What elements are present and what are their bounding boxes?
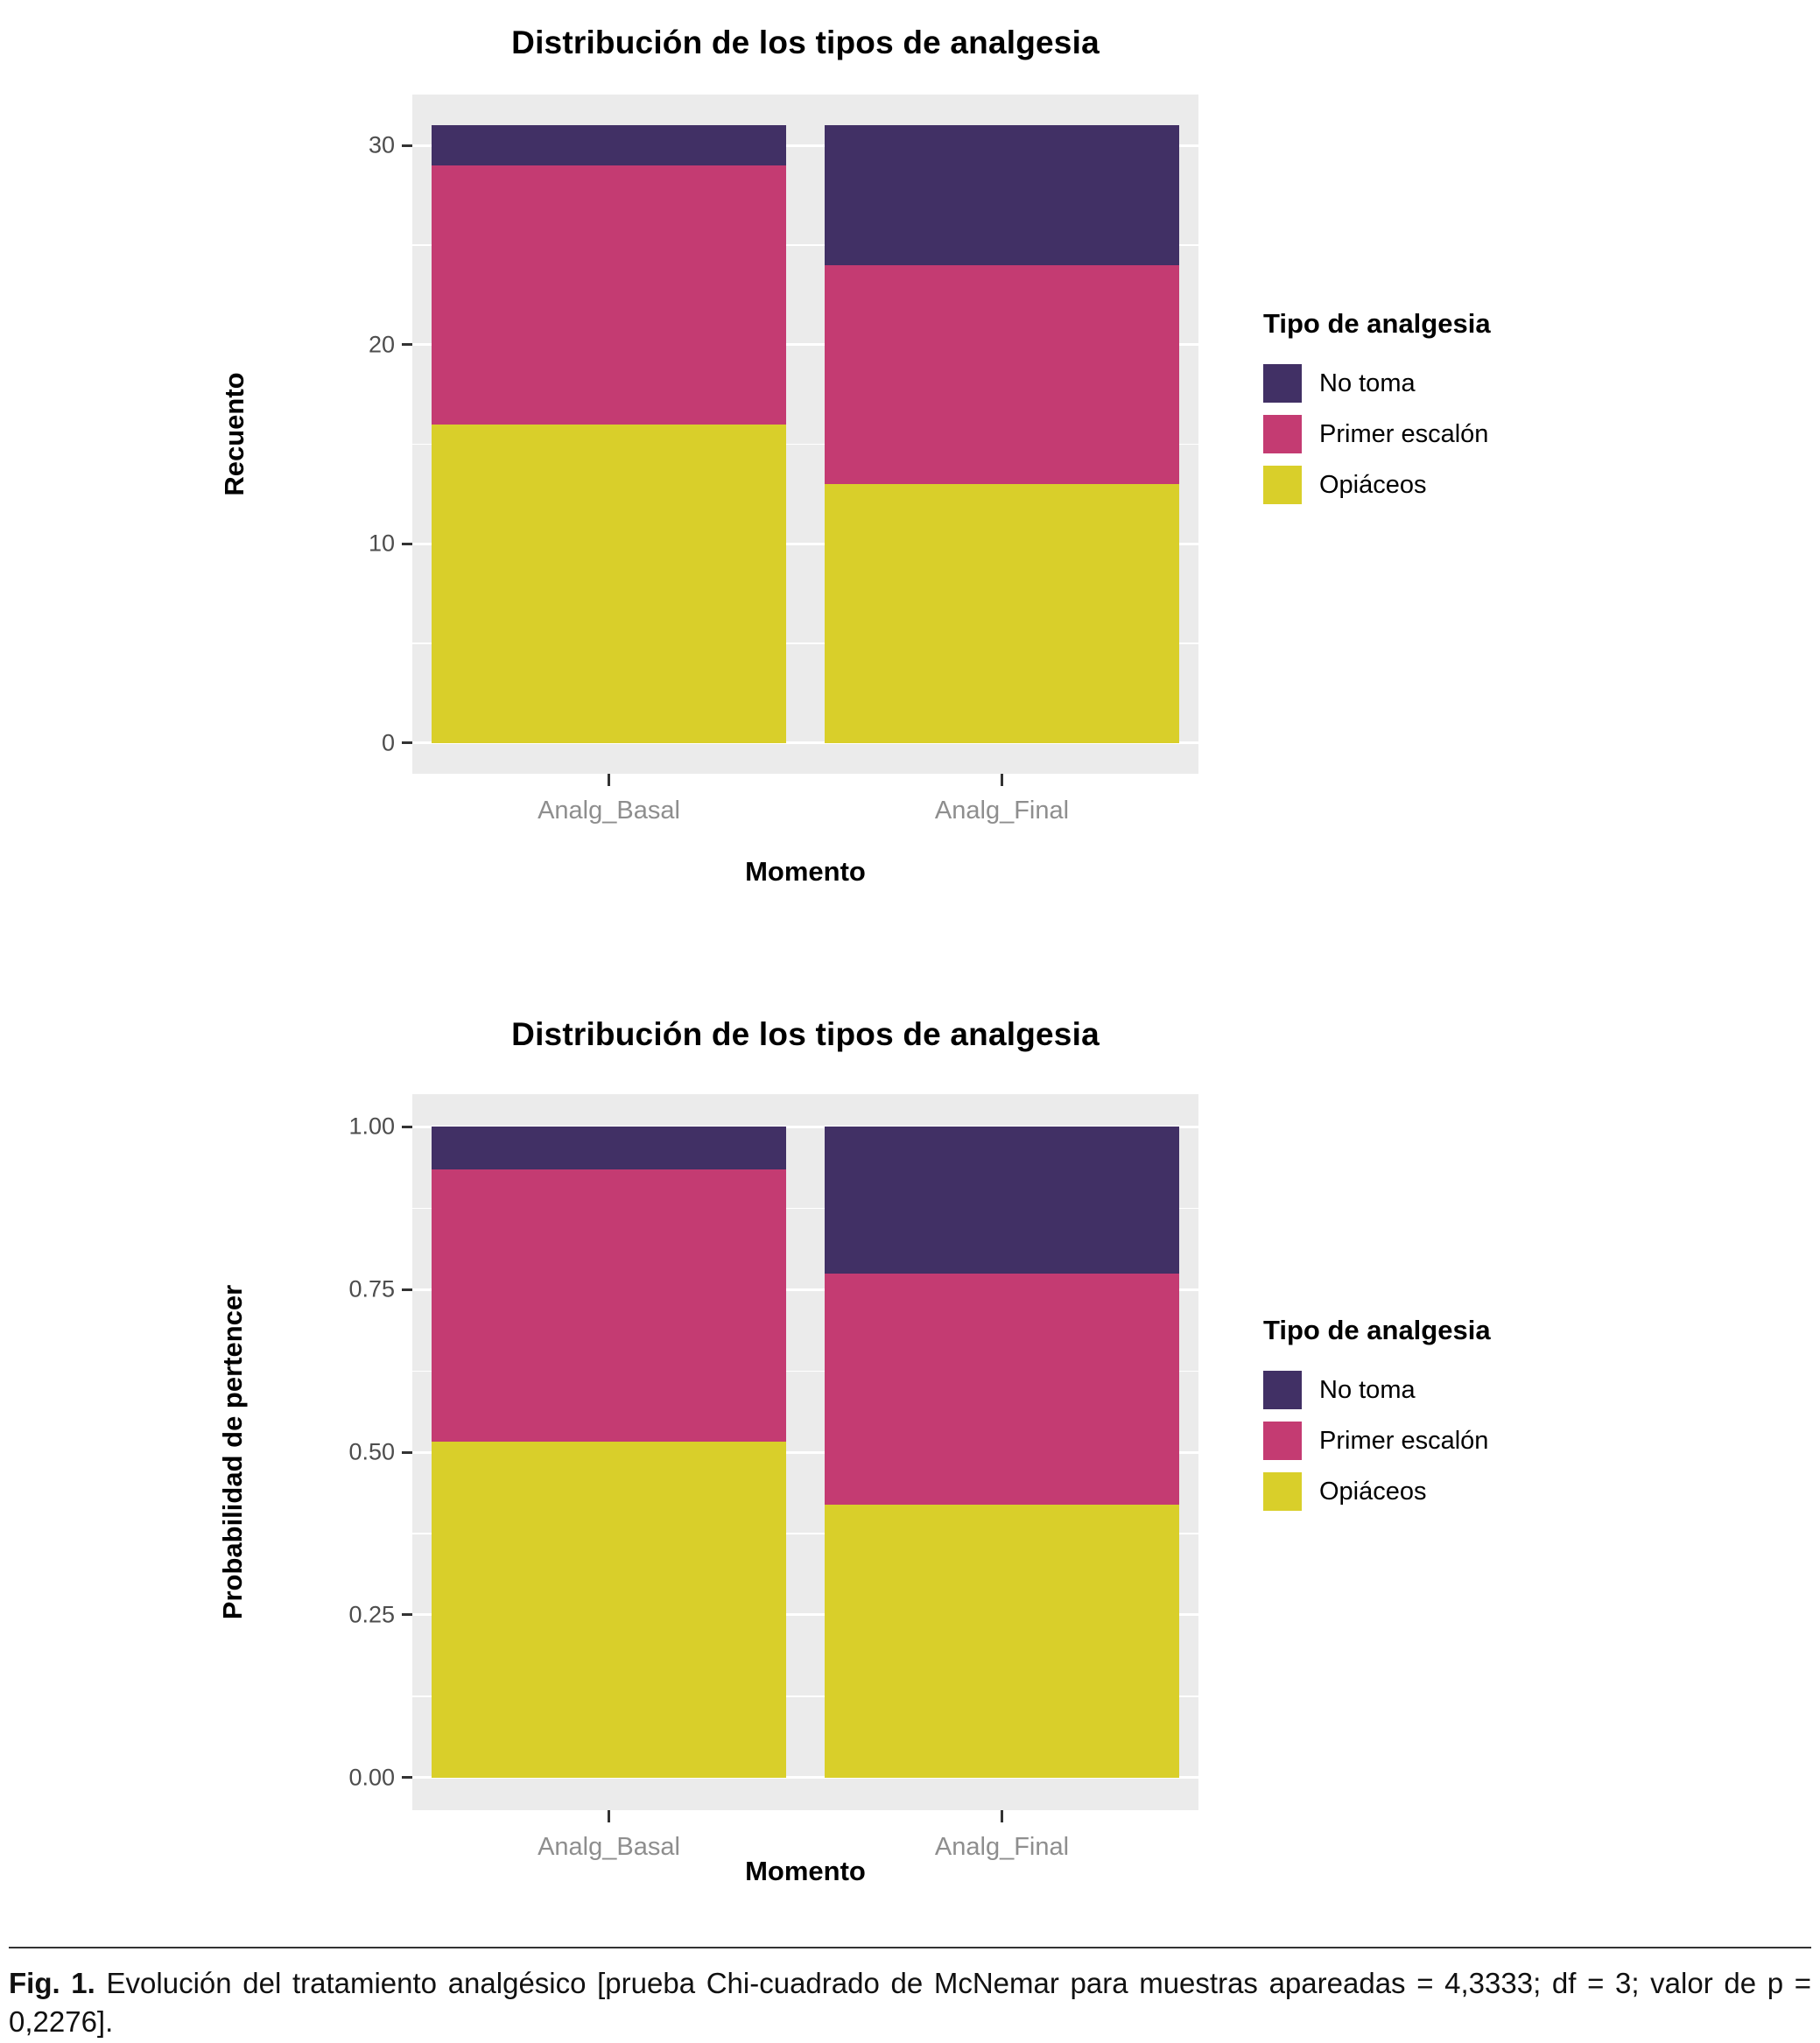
caption-label: Fig. 1.	[9, 1967, 95, 1999]
chart-title: Distribución de los tipos de analgesia	[511, 1016, 1100, 1052]
x-tick-mark	[1001, 1810, 1003, 1822]
legend-color-swatch	[1263, 364, 1302, 403]
x-tick-label: Analg_Final	[934, 1833, 1070, 1861]
legend-item-label: Primer escalón	[1319, 419, 1489, 448]
y-tick-mark	[402, 1450, 412, 1454]
bar-segment	[825, 125, 1179, 265]
y-tick-mark	[402, 1776, 412, 1780]
legend-item: Opiáceos	[1263, 1472, 1491, 1511]
x-tick-mark	[1001, 774, 1003, 786]
gridline-minor	[412, 1370, 1198, 1373]
figure-caption: Fig. 1. Evolución del tratamiento analgé…	[9, 1964, 1811, 2040]
y-tick-mark	[402, 741, 412, 745]
legend: Tipo de analgesia No toma Primer escalón O…	[1263, 308, 1491, 504]
legend-item-label: No toma	[1319, 369, 1416, 397]
caption-divider	[9, 1947, 1811, 1948]
legend-item: Primer escalón	[1263, 1422, 1491, 1460]
legend-items: No toma Primer escalón Opiáceos	[1263, 364, 1491, 504]
plot-panel	[412, 95, 1198, 774]
gridline-major	[412, 1776, 1198, 1780]
gridline-minor	[412, 443, 1198, 446]
legend-item-label: Opiáceos	[1319, 1477, 1427, 1506]
y-tick-label: 0	[381, 729, 395, 756]
y-tick-mark	[402, 1288, 412, 1291]
y-tick-mark	[402, 144, 412, 147]
x-tick-mark	[608, 1810, 610, 1822]
x-axis-title: Momento	[745, 856, 866, 887]
bar-segment	[825, 1274, 1179, 1506]
bar-segment	[432, 424, 786, 743]
gridline-major	[412, 542, 1198, 545]
bar-segment	[432, 1127, 786, 1169]
bar-segment	[432, 1169, 786, 1443]
legend-color-swatch	[1263, 1422, 1302, 1460]
y-tick-label: 0.75	[348, 1275, 395, 1302]
bar-segment	[825, 1505, 1179, 1778]
gridline-major	[412, 1613, 1198, 1617]
gridline-minor	[412, 642, 1198, 644]
legend-color-swatch	[1263, 415, 1302, 453]
x-tick-label: Analg_Basal	[538, 1833, 680, 1861]
legend-item: No toma	[1263, 1371, 1491, 1409]
gridline-major	[412, 1450, 1198, 1454]
y-tick-mark	[402, 1125, 412, 1128]
y-tick-label: 1.00	[348, 1113, 395, 1140]
legend-color-swatch	[1263, 1371, 1302, 1409]
bar-segment	[432, 165, 786, 425]
x-tick-label: Analg_Basal	[538, 797, 680, 825]
chart-title: Distribución de los tipos de analgesia	[511, 25, 1100, 60]
gridline-major	[412, 741, 1198, 745]
gridline-major	[412, 343, 1198, 347]
x-axis-title: Momento	[745, 1856, 866, 1886]
legend-item: Primer escalón	[1263, 415, 1491, 453]
plot-panel	[412, 1094, 1198, 1810]
legend-title: Tipo de analgesia	[1263, 1315, 1491, 1345]
legend-item-label: Primer escalón	[1319, 1426, 1489, 1455]
y-tick-label: 10	[368, 530, 395, 557]
y-tick-label: 20	[368, 331, 395, 358]
gridline-minor	[412, 1533, 1198, 1534]
x-tick-label: Analg_Final	[934, 797, 1070, 825]
gridline-major	[412, 1288, 1198, 1291]
legend-title: Tipo de analgesia	[1263, 308, 1491, 339]
y-tick-label: 30	[368, 131, 395, 158]
legend-item-label: Opiáceos	[1319, 470, 1427, 499]
bar-segment	[825, 264, 1179, 484]
bar-segment	[432, 1442, 786, 1778]
legend-item: Opiáceos	[1263, 466, 1491, 504]
y-tick-mark	[402, 542, 412, 545]
gridline-minor	[412, 244, 1198, 246]
legend-item-label: No toma	[1319, 1375, 1416, 1404]
y-tick-label: 0.00	[348, 1764, 395, 1791]
gridline-major	[412, 1125, 1198, 1128]
legend-items: No toma Primer escalón Opiáceos	[1263, 1371, 1491, 1511]
caption-text: Evolución del tratamiento analgésico [pr…	[9, 1967, 1812, 2038]
y-tick-label: 0.50	[348, 1438, 395, 1465]
legend-item: No toma	[1263, 364, 1491, 403]
gridline-major	[412, 144, 1198, 147]
y-tick-label: 0.25	[348, 1601, 395, 1628]
y-tick-mark	[402, 1613, 412, 1617]
gridline-minor	[412, 1207, 1198, 1210]
legend-color-swatch	[1263, 466, 1302, 504]
legend: Tipo de analgesia No toma Primer escalón O…	[1263, 1315, 1491, 1511]
gridline-minor	[412, 1695, 1198, 1697]
bar-segment	[825, 1127, 1179, 1274]
legend-color-swatch	[1263, 1472, 1302, 1511]
bar-segment	[825, 483, 1179, 743]
y-tick-mark	[402, 343, 412, 347]
x-tick-mark	[608, 774, 610, 786]
bar-segment	[432, 125, 786, 165]
